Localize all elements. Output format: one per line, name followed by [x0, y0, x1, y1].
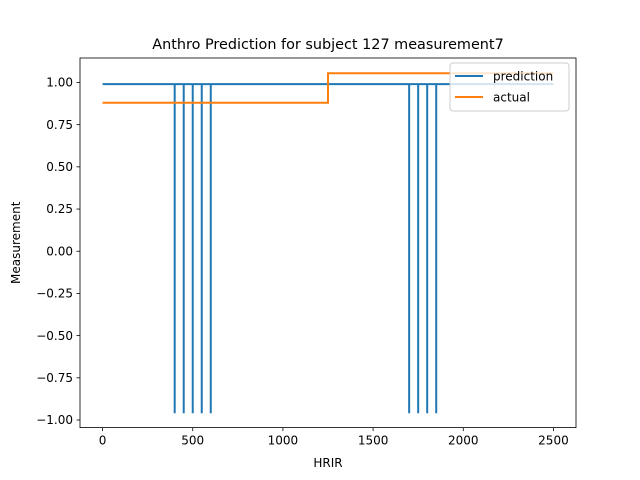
series-line-actual: [102, 72, 554, 104]
x-tick-label: 500: [181, 434, 204, 448]
x-axis-label: HRIR: [313, 456, 342, 470]
legend-label-prediction: prediction: [493, 70, 553, 84]
x-axis: 0 500 1000 1500 2000 2500: [99, 427, 569, 448]
chart-title: Anthro Prediction for subject 127 measur…: [152, 37, 503, 53]
x-tick-label: 2000: [448, 434, 479, 448]
y-tick-label: −0.25: [36, 287, 73, 301]
x-tick-label: 2500: [538, 434, 569, 448]
y-tick-label: −0.75: [36, 371, 73, 385]
y-axis-label: Measurement: [9, 201, 23, 284]
y-tick-label: 1.00: [46, 76, 73, 90]
series-line-prediction: [102, 83, 554, 414]
y-axis: 1.00 0.75 0.50 0.25 0.00 −0.25 −0.50 −0.75 −1.00: [36, 76, 80, 427]
y-tick-label: 0.50: [46, 160, 73, 174]
y-tick-label: 0.75: [46, 118, 73, 132]
x-tick-label: 0: [99, 434, 107, 448]
legend-label-actual: actual: [493, 91, 530, 105]
legend: prediction actual: [449, 62, 570, 112]
y-tick-label: 0.25: [46, 202, 73, 216]
y-tick-label: 0.00: [46, 244, 73, 258]
y-tick-label: −1.00: [36, 413, 73, 427]
series-layer: [102, 72, 554, 414]
x-tick-label: 1500: [358, 434, 389, 448]
y-tick-label: −0.50: [36, 329, 73, 343]
plot-frame: [79, 57, 577, 429]
x-tick-label: 1000: [268, 434, 299, 448]
